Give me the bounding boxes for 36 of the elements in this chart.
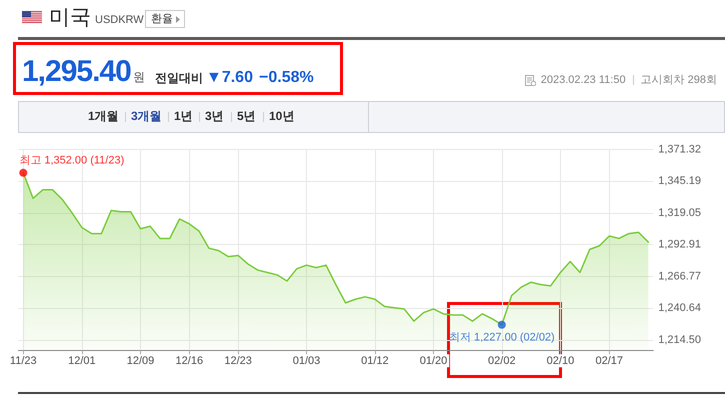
text: −0.58% bbox=[259, 69, 314, 88]
text: 고시회차 298회 bbox=[640, 74, 717, 87]
data-label: 최저 1,227.00 (02/02) bbox=[448, 331, 555, 344]
y-tick-label: 1,292.91 bbox=[658, 238, 702, 251]
text: 10년 bbox=[269, 109, 294, 124]
x-tick-label: 11/23 bbox=[10, 354, 37, 367]
text: 5년 bbox=[237, 109, 256, 124]
chart-subtitle: USDKRW bbox=[95, 14, 144, 27]
x-tick-label: 12/23 bbox=[224, 354, 252, 367]
chart-title: 미국 bbox=[49, 6, 91, 30]
x-tick-label: 12/01 bbox=[68, 354, 96, 367]
y-tick-label: 1,214.50 bbox=[658, 334, 702, 346]
text: 2023.02.23 11:50 bbox=[540, 74, 626, 87]
text: 원 bbox=[133, 70, 145, 85]
y-tick-label: 1,371.32 bbox=[658, 143, 702, 156]
x-tick-label: 12/16 bbox=[176, 354, 204, 367]
text: 3개월 bbox=[131, 109, 162, 124]
y-tick-label: 1,345.19 bbox=[658, 175, 702, 188]
text: ▼7.60 bbox=[206, 69, 253, 88]
x-tick-label: 02/10 bbox=[546, 354, 574, 367]
text: 1,295.40 bbox=[22, 55, 131, 90]
x-tick-label: 02/02 bbox=[488, 354, 516, 367]
x-tick-label: 02/17 bbox=[595, 354, 624, 367]
x-tick-label: 01/20 bbox=[420, 354, 448, 367]
y-tick-label: 1,240.64 bbox=[658, 302, 702, 314]
x-tick-label: 12/09 bbox=[126, 354, 154, 367]
text: 전일대비 bbox=[155, 71, 203, 86]
y-tick-label: 1,266.77 bbox=[658, 270, 702, 282]
button: 환율 bbox=[145, 10, 185, 28]
text: 3년 bbox=[205, 109, 224, 124]
text: 1개월 bbox=[88, 109, 119, 124]
data-label: 최고 1,352.00 (11/23) bbox=[19, 154, 124, 166]
y-tick-label: 1,319.05 bbox=[658, 206, 702, 219]
x-tick-label: 01/03 bbox=[292, 354, 320, 367]
x-tick-label: 01/12 bbox=[361, 354, 389, 367]
text: 1년 bbox=[174, 109, 193, 124]
